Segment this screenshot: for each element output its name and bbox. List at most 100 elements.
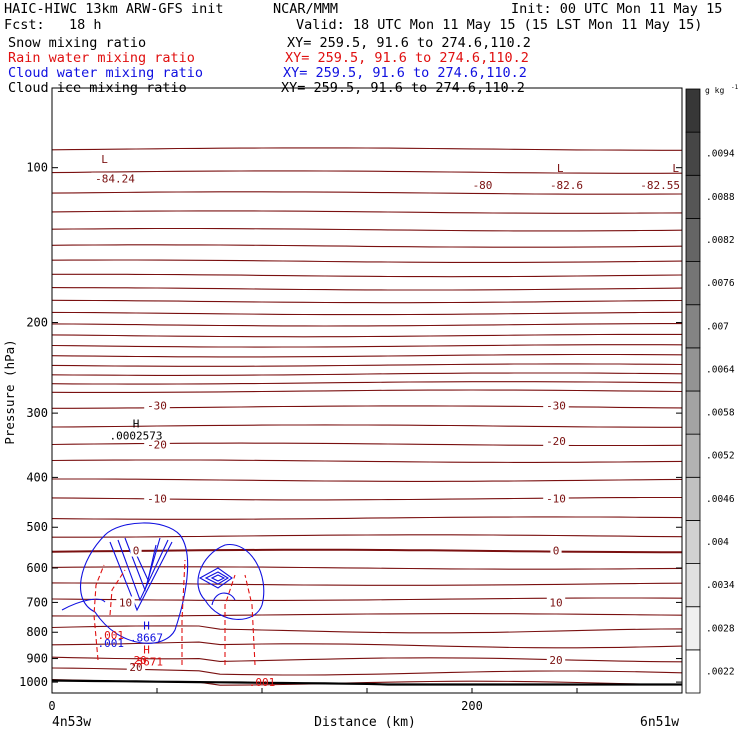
y-tick-label: 100 — [26, 161, 48, 175]
temperature-label: -30 — [147, 400, 167, 413]
temperature-label-background — [550, 544, 562, 557]
temperature-label-background — [144, 492, 170, 505]
extremum-letter: H — [143, 619, 150, 632]
extremum-letter: L — [557, 162, 564, 175]
colorbar-level-label: .0046 — [706, 494, 735, 505]
isotherm-line — [52, 389, 682, 393]
colorbar-box — [685, 218, 701, 262]
temperature-label-background — [91, 172, 139, 185]
extremum-value: .5671 — [130, 656, 163, 669]
field-rain-name: Rain water mixing ratio — [8, 50, 195, 66]
isotherm-line — [52, 459, 682, 463]
field-snow-xy: XY= 259.5, 91.6 to 274.6,110.2 — [287, 35, 531, 51]
temperature-label: -10 — [147, 493, 167, 506]
extremum-letter: L — [672, 162, 679, 175]
colorbar-box — [685, 347, 701, 392]
isotherm-line — [52, 424, 682, 428]
temperature-label-background — [543, 492, 569, 505]
colorbar-level-label: .0064 — [706, 364, 735, 375]
rain-water-contour — [181, 559, 186, 665]
y-tick-label: 1000 — [19, 675, 48, 689]
cloud-water-contour — [131, 544, 157, 582]
cloud-water-contour — [124, 537, 161, 592]
isotherm-line — [52, 191, 682, 195]
y-tick-label: 900 — [26, 652, 48, 666]
extremum-letter: H — [133, 418, 140, 431]
colorbar-level-label: .0088 — [706, 192, 735, 203]
isotherm-line — [52, 478, 682, 482]
isotherm-line — [52, 227, 682, 232]
rain-water-contour — [224, 574, 236, 665]
isotherm-line — [52, 534, 682, 538]
temperature-label-background — [144, 438, 170, 451]
rain-water-contour — [244, 574, 256, 666]
rain-water-contour — [109, 569, 126, 616]
cloud-water-contour — [80, 522, 189, 644]
init-time: Init: 00 UTC Mon 11 May 15 — [511, 1, 723, 17]
y-tick-label: 800 — [26, 625, 48, 639]
isotherm-line — [52, 259, 682, 263]
temperature-label-background — [116, 596, 135, 609]
y-tick-label: 700 — [26, 595, 48, 609]
temperature-label-background — [546, 596, 566, 609]
field-rain-xy: XY= 259.5, 91.6 to 274.6,110.2 — [285, 50, 529, 66]
cloud-water-contour — [198, 567, 233, 589]
colorbar-box — [685, 520, 701, 564]
field-snow-name: Snow mixing ratio — [8, 35, 147, 51]
isotherm-line — [52, 323, 682, 327]
field-cloudwater-xy: XY= 259.5, 91.6 to 274.6,110.2 — [283, 65, 527, 81]
isotherm-line — [52, 656, 682, 663]
temperature-label: 10 — [119, 596, 132, 609]
temperature-label: 20 — [549, 654, 562, 667]
temperature-label-background — [543, 435, 569, 448]
temperature-label-background — [546, 178, 587, 191]
y-tick-label: 200 — [26, 316, 48, 330]
isotherm-line — [52, 381, 682, 385]
colorbar-unit-exponent: -1 — [731, 84, 739, 91]
colorbar-box — [685, 563, 701, 608]
isotherm-line — [52, 344, 682, 348]
colorbar-box — [685, 261, 701, 306]
cloud-water-contour — [197, 544, 265, 620]
y-tick-label: 500 — [26, 520, 48, 534]
temperature-label-background — [126, 661, 146, 674]
isotherm-line — [52, 582, 682, 586]
temperature-label: -20 — [546, 435, 566, 448]
org-title: NCAR/MMM — [273, 1, 339, 17]
valid-time: Valid: 18 UTC Mon 11 May 15 (15 LST Mon … — [296, 17, 703, 33]
y-tick-label: 300 — [26, 406, 48, 420]
cloud-water-contour — [61, 598, 106, 611]
isotherm-line — [52, 597, 682, 601]
colorbar-box — [685, 304, 701, 349]
isotherm-line — [52, 353, 682, 358]
y-tick-label: 600 — [26, 561, 48, 575]
x-axis-label: Distance (km) — [314, 715, 416, 730]
temperature-label-background — [469, 178, 496, 191]
temperature-label: 0 — [133, 545, 140, 558]
colorbar-level-label: .0082 — [706, 235, 735, 246]
colorbar-box — [685, 433, 701, 478]
field-contour-label: .001 — [98, 629, 125, 642]
field-contour-label: .001 — [98, 637, 125, 650]
temperature-label: 0 — [553, 545, 560, 558]
x-left-endpoint: 4n53w — [52, 715, 91, 730]
colorbar-level-label: .0058 — [706, 408, 735, 419]
colorbar-unit: g kg — [705, 86, 724, 95]
temperature-label-background — [543, 399, 569, 412]
forecast-hour: Fcst: 18 h — [4, 17, 102, 33]
rain-water-contour — [93, 564, 105, 661]
isotherm-line — [52, 667, 682, 676]
isotherm-line — [52, 372, 682, 376]
temperature-label-background — [130, 544, 142, 557]
colorbar-box — [685, 88, 701, 133]
colorbar-level-label: .0022 — [706, 666, 735, 677]
isotherm-line — [52, 147, 682, 151]
isotherm-line — [52, 363, 682, 367]
isotherm-line — [52, 625, 682, 634]
y-tick-label: 400 — [26, 470, 48, 484]
temperature-label-background — [632, 178, 680, 191]
field-cloudwater-name: Cloud water mixing ratio — [8, 65, 204, 81]
field-contour-label: 20 — [134, 654, 147, 667]
colorbar-box — [685, 606, 701, 651]
